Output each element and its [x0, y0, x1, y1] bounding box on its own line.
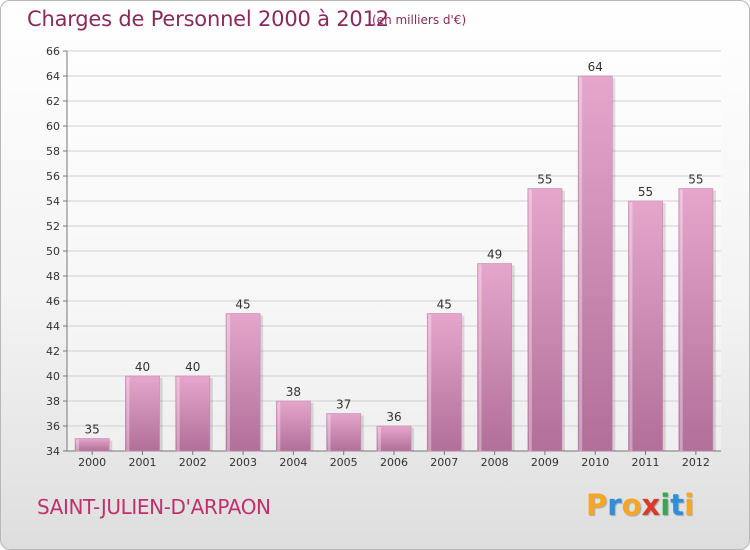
bar: [426, 313, 462, 452]
data-label: 35: [85, 423, 100, 437]
bar: [275, 400, 311, 452]
bar: [225, 313, 261, 452]
y-tick-label: 46: [46, 295, 60, 308]
data-label: 64: [588, 60, 603, 74]
logo-letter: r: [607, 488, 622, 522]
x-tick-label: 2009: [531, 456, 559, 469]
x-tick-label: 2006: [380, 456, 408, 469]
proxiti-logo: Proxiti: [586, 488, 694, 522]
bar-highlight: [176, 377, 180, 451]
y-tick-label: 54: [46, 195, 60, 208]
y-tick-label: 40: [46, 370, 60, 383]
logo-letter: t: [670, 488, 685, 522]
data-label: 37: [336, 398, 351, 412]
data-label: 40: [185, 360, 200, 374]
bar: [527, 188, 563, 452]
y-tick-label: 50: [46, 245, 60, 258]
bar: [678, 188, 714, 452]
data-label: 36: [386, 410, 401, 424]
logo-letter: o: [621, 488, 642, 522]
x-tick-label: 2003: [229, 456, 257, 469]
y-tick-label: 62: [46, 95, 60, 108]
logo-letter: i: [684, 488, 695, 522]
bar-highlight: [126, 377, 130, 451]
y-tick-label: 42: [46, 345, 60, 358]
y-tick-label: 36: [46, 420, 60, 433]
bar-highlight: [377, 427, 381, 451]
chart-unit: (en milliers d'€): [372, 13, 467, 27]
data-label: 40: [135, 360, 150, 374]
chart-title: Charges de Personnel 2000 à 2012: [27, 7, 389, 31]
x-tick-label: 2001: [128, 456, 156, 469]
data-label: 38: [286, 385, 301, 399]
bar-highlight: [629, 202, 633, 451]
bar-highlight: [478, 264, 482, 451]
commune-name: SAINT-JULIEN-D'ARPAON: [37, 495, 271, 519]
bar-highlight: [428, 314, 432, 451]
data-label: 49: [487, 248, 502, 262]
data-label: 45: [235, 298, 250, 312]
x-tick-label: 2010: [581, 456, 609, 469]
x-tick-label: 2007: [430, 456, 458, 469]
y-tick-label: 60: [46, 120, 60, 133]
logo-letter: x: [641, 488, 661, 522]
x-tick-label: 2000: [78, 456, 106, 469]
bar-highlight: [226, 314, 230, 451]
y-tick-label: 34: [46, 445, 60, 458]
y-tick-label: 58: [46, 145, 60, 158]
y-tick-label: 52: [46, 220, 60, 233]
logo-letter: P: [586, 488, 608, 522]
bar-highlight: [277, 402, 281, 451]
y-tick-label: 64: [46, 70, 60, 83]
y-tick-label: 44: [46, 320, 60, 333]
logo-letter: i: [660, 488, 671, 522]
data-label: 55: [537, 173, 552, 187]
bar: [577, 75, 613, 452]
bar: [125, 375, 160, 452]
y-tick-label: 48: [46, 270, 60, 283]
bar-highlight: [679, 189, 683, 451]
data-label: 55: [638, 185, 653, 199]
bar: [326, 413, 362, 452]
x-tick-label: 2008: [481, 456, 509, 469]
y-tick-label: 38: [46, 395, 60, 408]
y-tick-label: 56: [46, 170, 60, 183]
bar: [628, 200, 663, 452]
bar: [376, 425, 412, 452]
bar: [74, 438, 110, 452]
bar: [175, 375, 211, 452]
x-tick-label: 2011: [632, 456, 660, 469]
bar-highlight: [327, 414, 331, 451]
bar-highlight: [76, 439, 80, 451]
x-tick-label: 2004: [279, 456, 307, 469]
bar-highlight: [528, 189, 532, 451]
data-label: 55: [688, 173, 703, 187]
data-label: 45: [437, 298, 452, 312]
x-tick-label: 2002: [179, 456, 207, 469]
x-tick-label: 2005: [330, 456, 358, 469]
bar-highlight: [579, 77, 583, 451]
bar: [477, 263, 513, 452]
x-tick-label: 2012: [682, 456, 710, 469]
y-tick-label: 66: [46, 45, 60, 58]
